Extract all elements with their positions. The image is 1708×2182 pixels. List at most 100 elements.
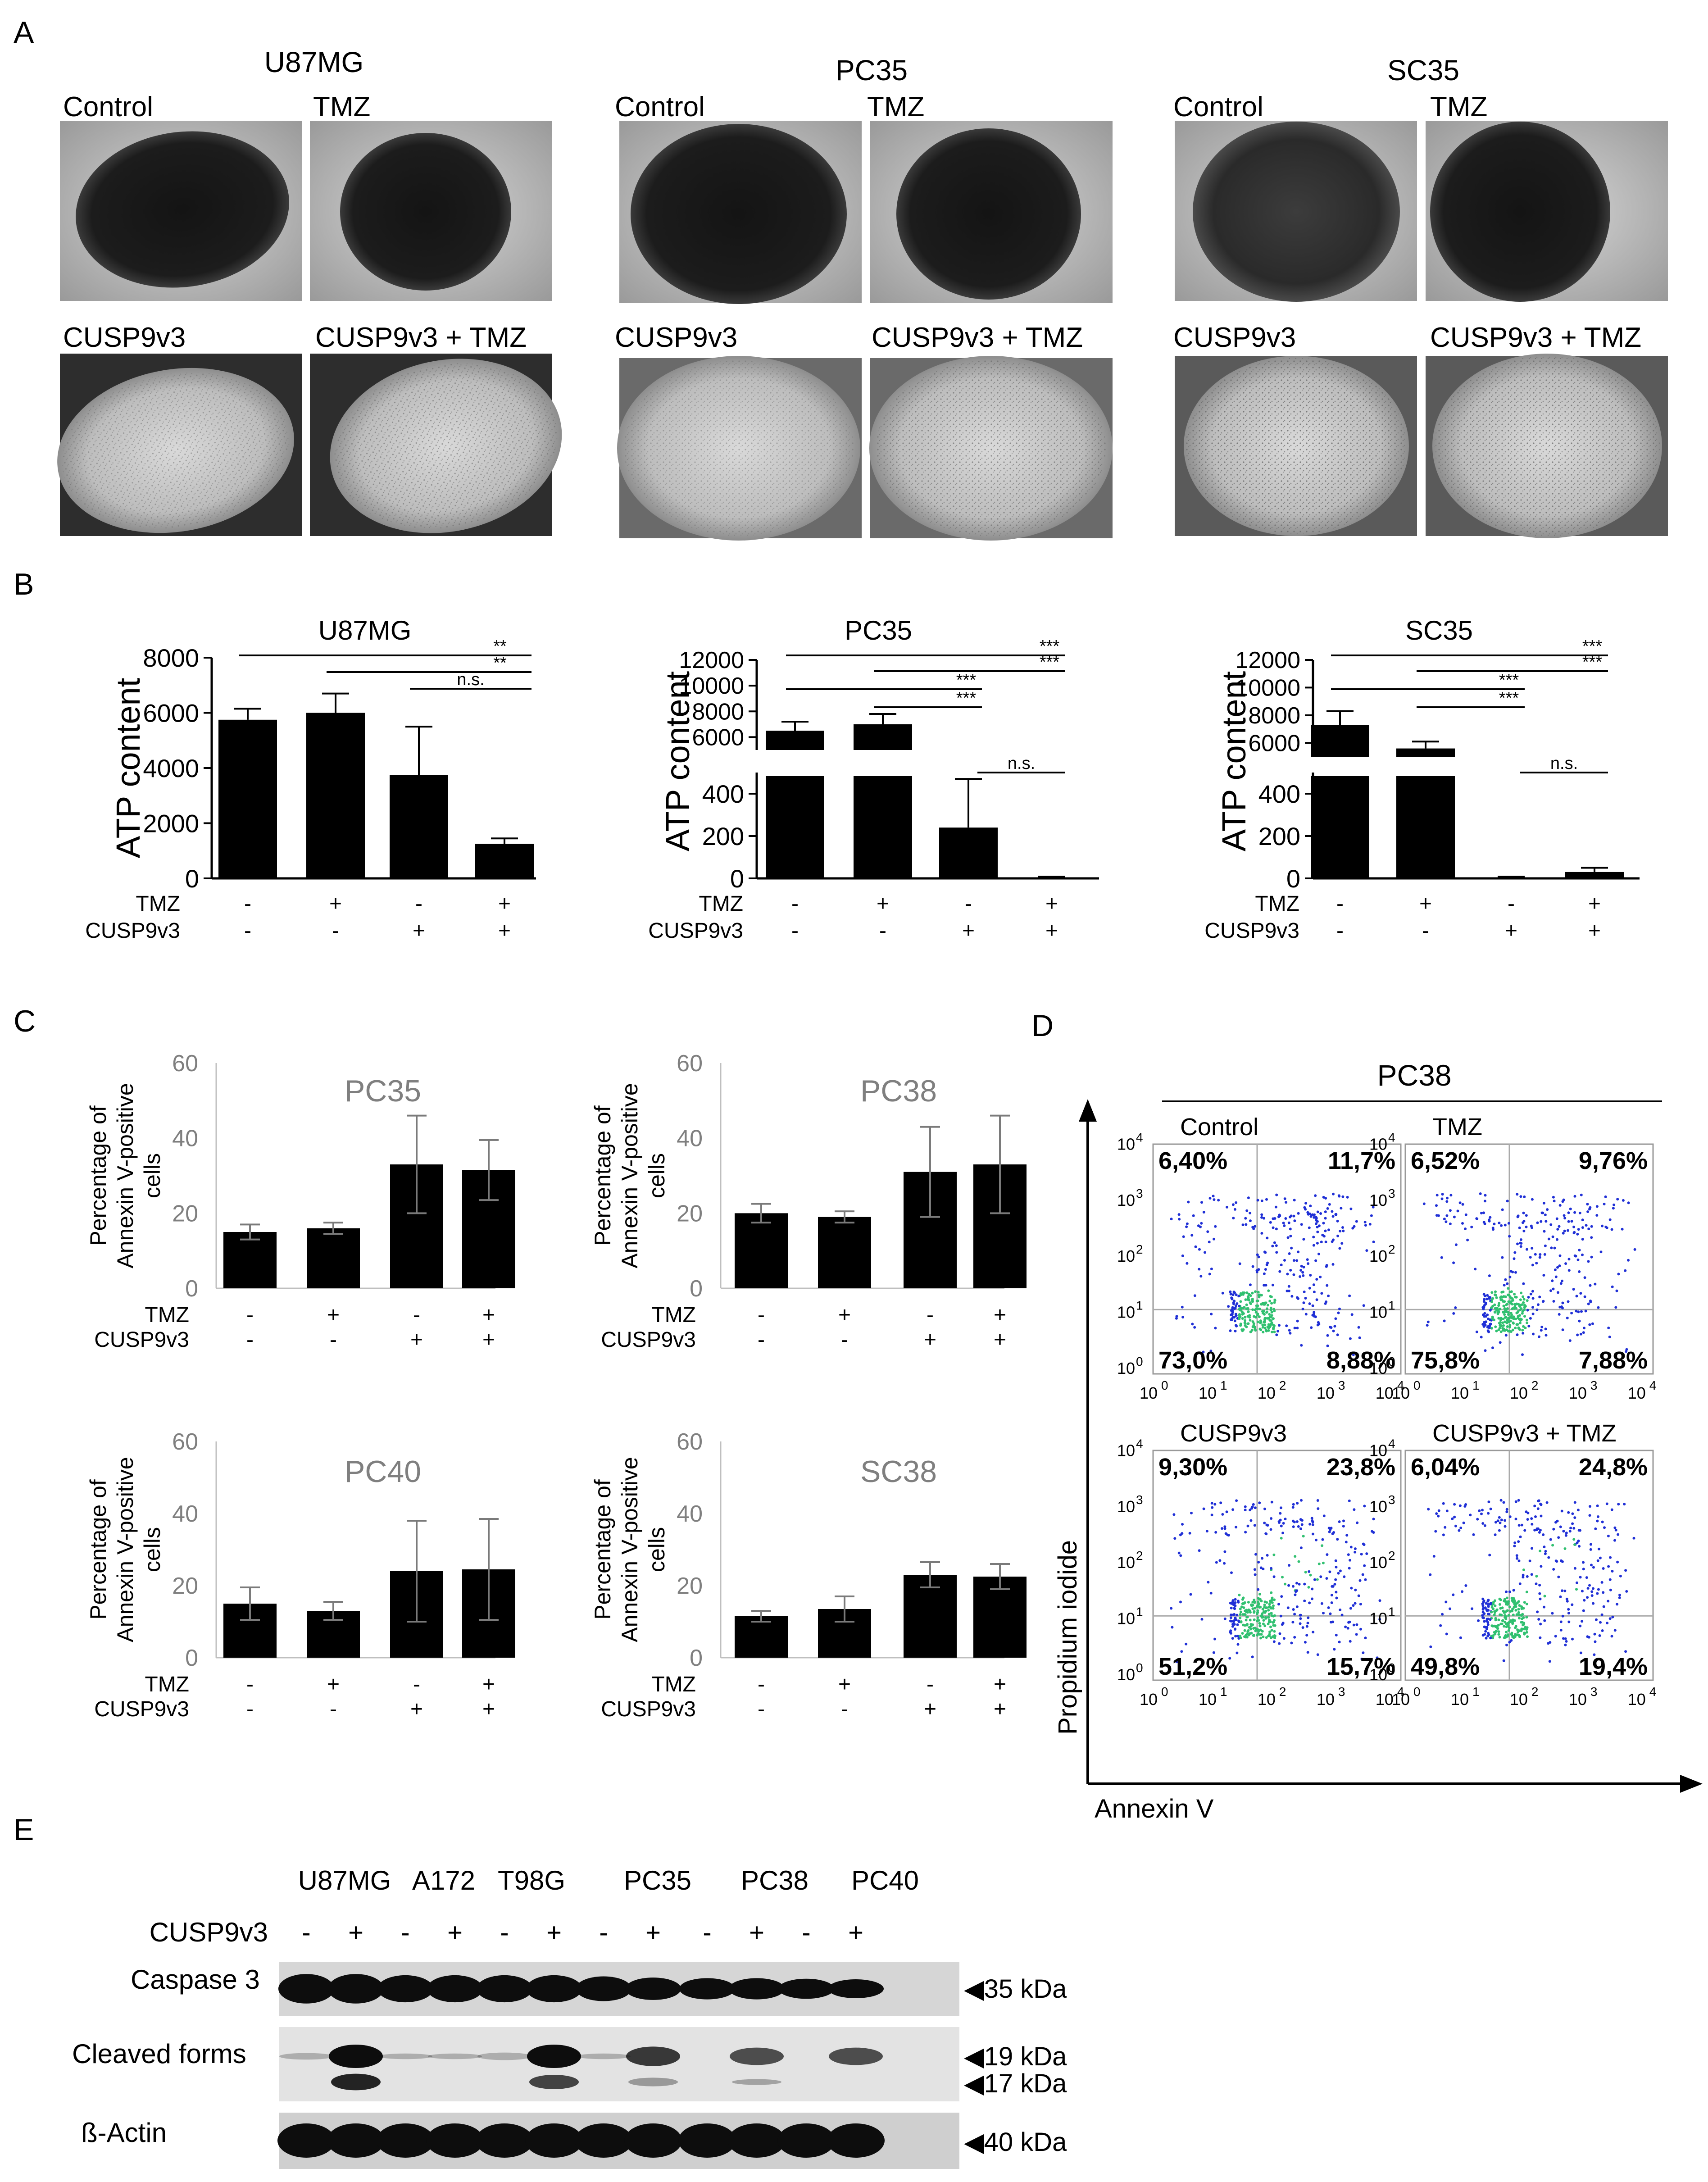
scatter-dot — [1512, 1589, 1515, 1592]
scatter-dot — [1522, 1627, 1526, 1631]
treatment-row-label: TMZ — [1255, 892, 1299, 916]
scatter-dot — [1190, 1234, 1194, 1237]
blot-row-label: ß-Actin — [81, 2118, 167, 2148]
scatter-dot — [1270, 1314, 1273, 1317]
quadrant-percentage: 49,8% — [1411, 1653, 1480, 1680]
scatter-dot — [1303, 1600, 1306, 1602]
scatter-dot — [1594, 1282, 1597, 1286]
scatter-dot — [1226, 1205, 1229, 1209]
scatter-dot — [1509, 1315, 1513, 1318]
scatter-dot — [1535, 1527, 1539, 1530]
scatter-dot — [1544, 1552, 1547, 1555]
scatter-dot — [1313, 1291, 1316, 1294]
bar-upper — [766, 731, 824, 750]
scatter-dot — [1483, 1322, 1486, 1325]
scatter-dot — [1302, 1266, 1305, 1268]
scatter-dot — [1501, 1619, 1504, 1622]
scatter-dot — [1554, 1635, 1557, 1638]
chart-title: PC35 — [845, 615, 912, 646]
scatter-dot — [1589, 1543, 1592, 1546]
y-tick-exponent: 1 — [1136, 1299, 1143, 1313]
treatment-sign: - — [758, 1697, 765, 1721]
treatment-sign: - — [791, 919, 799, 943]
scatter-dot — [1517, 1524, 1521, 1527]
scatter-dot — [1567, 1608, 1570, 1611]
scatter-dot — [1332, 1238, 1335, 1241]
scatter-dot — [1295, 1520, 1299, 1523]
scatter-dot — [1547, 1237, 1550, 1241]
scatter-dot — [1266, 1236, 1269, 1240]
scatter-dot — [1358, 1579, 1362, 1582]
treatment-sign: + — [1588, 892, 1601, 916]
label-sc35-cusp9v3-tmz: CUSP9v3 + TMZ — [1430, 322, 1641, 353]
scatter-dot — [1486, 1294, 1489, 1297]
scatter-dot — [1279, 1614, 1282, 1618]
scatter-dot — [1273, 1630, 1276, 1633]
scatter-dot — [1265, 1311, 1268, 1314]
scatter-dot — [1272, 1283, 1274, 1286]
scatter-dot — [1299, 1617, 1302, 1620]
y-tick-exponent: 1 — [1388, 1299, 1395, 1313]
scatter-dot — [1538, 1584, 1541, 1586]
scatter-dot — [1320, 1602, 1323, 1605]
treatment-sign: + — [482, 1697, 495, 1721]
scatter-dot — [1349, 1640, 1352, 1643]
scatter-dot — [1463, 1505, 1467, 1508]
scatter-dot — [1508, 1235, 1511, 1238]
scatter-dot — [1623, 1503, 1626, 1506]
scatter-dot — [1235, 1324, 1238, 1327]
scatter-dot — [1234, 1304, 1237, 1307]
treatment-sign: + — [1045, 892, 1058, 916]
scatter-dot — [1208, 1241, 1211, 1244]
scatter-dot — [1501, 1606, 1504, 1609]
scatter-dot — [1573, 1567, 1576, 1570]
treatment-sign: - — [244, 892, 251, 916]
scatter-dot — [1261, 1557, 1264, 1560]
scatter-dot — [1577, 1529, 1581, 1532]
scatter-dot — [1469, 1514, 1472, 1517]
scatter-dot — [1181, 1254, 1184, 1257]
scatter-dot — [1246, 1623, 1249, 1626]
scatter-dot — [1484, 1606, 1487, 1609]
quadrant-percentage: 9,76% — [1579, 1147, 1648, 1174]
scatter-dot — [1610, 1228, 1613, 1231]
scatter-dot — [1494, 1521, 1497, 1524]
x-tick-exponent: 2 — [1279, 1378, 1286, 1392]
x-tick-exponent: 3 — [1590, 1378, 1598, 1392]
micrograph-u87mg-cusp9v3-tmz — [310, 354, 562, 536]
scatter-dot — [1291, 1506, 1295, 1509]
scatter-dot — [1259, 1636, 1262, 1640]
scatter-dot — [1557, 1575, 1560, 1578]
scatter-dot — [1576, 1581, 1578, 1584]
scatter-dot — [1607, 1565, 1610, 1568]
scatter-dot — [1264, 1284, 1267, 1287]
label-u87mg-cusp9v3-tmz: CUSP9v3 + TMZ — [315, 322, 527, 353]
scatter-dot — [1503, 1600, 1506, 1603]
scatter-dot — [1536, 1610, 1539, 1614]
scatter-dot — [1511, 1328, 1514, 1332]
scatter-dot — [1359, 1627, 1362, 1631]
scatter-dot — [1561, 1279, 1563, 1282]
scatter-dot — [1506, 1622, 1509, 1625]
scatter-dot — [1535, 1575, 1538, 1578]
micrograph-pc35-cusp9v3 — [617, 356, 862, 541]
scatter-dot — [1559, 1620, 1563, 1623]
scatter-dot — [1512, 1636, 1515, 1639]
scatter-dot — [1522, 1295, 1525, 1298]
scatter-dot — [1599, 1621, 1602, 1624]
scatter-dot — [1315, 1298, 1318, 1301]
scatter-dot — [1273, 1241, 1276, 1244]
scatter-dot — [1357, 1594, 1360, 1597]
scatter-dot — [1296, 1327, 1299, 1330]
scatter-dot — [1291, 1621, 1295, 1624]
scatter-dot — [1563, 1589, 1567, 1592]
scatter-dot — [1601, 1224, 1604, 1227]
scatter-dot — [1543, 1546, 1546, 1549]
scatter-dot — [1280, 1264, 1283, 1267]
scatter-dot — [1236, 1651, 1239, 1655]
scatter-dot — [1355, 1220, 1358, 1223]
scatter-dot — [1339, 1608, 1342, 1611]
scatter-dot — [1314, 1259, 1317, 1262]
